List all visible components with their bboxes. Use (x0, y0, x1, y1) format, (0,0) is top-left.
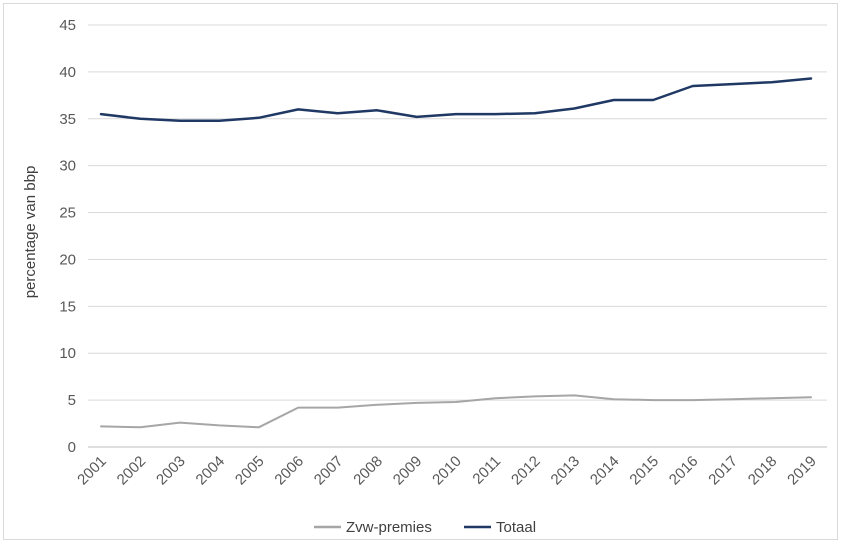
x-tick-label: 2005 (232, 453, 268, 489)
y-tick-label: 10 (59, 345, 76, 362)
gridlines (88, 24, 827, 448)
y-tick-label: 15 (59, 298, 76, 315)
x-tick-label: 2001 (74, 453, 110, 489)
y-tick-labels: 0 5 10 15 20 25 30 35 40 45 (59, 17, 76, 456)
y-tick-label: 40 (59, 64, 76, 81)
y-tick-label: 30 (59, 158, 76, 175)
x-tick-label: 2009 (390, 453, 426, 489)
series-line-totaal (99, 77, 813, 122)
y-tick-label: 0 (68, 439, 76, 456)
legend-label: Zvw-premies (346, 519, 432, 536)
x-tick-label: 2014 (587, 453, 623, 489)
y-tick-label: 25 (59, 205, 76, 222)
y-tick-label: 5 (68, 392, 76, 409)
y-tick-label: 20 (59, 251, 76, 268)
x-tick-label: 2012 (508, 453, 544, 489)
x-tick-label: 2016 (666, 453, 702, 489)
x-tick-label: 2002 (114, 453, 150, 489)
legend: Zvw-premies Totaal (314, 519, 536, 536)
y-axis-title: percentage van bbp (22, 166, 39, 299)
legend-label: Totaal (496, 519, 536, 536)
x-tick-label: 2013 (548, 453, 584, 489)
x-tick-label: 2010 (429, 453, 465, 489)
x-tick-label: 2019 (784, 453, 820, 489)
x-tick-label: 2015 (626, 453, 662, 489)
chart-frame (3, 3, 838, 540)
y-tick-label: 35 (59, 111, 76, 128)
x-tick-label: 2011 (469, 453, 504, 488)
x-tick-labels: 2001 2002 2003 2004 2005 2006 2007 2008 2009 2010… (74, 453, 820, 489)
x-tick-label: 2003 (153, 453, 189, 489)
x-tick-label: 2004 (193, 453, 229, 489)
x-tick-label: 2007 (311, 453, 347, 489)
series-lines (99, 77, 813, 429)
x-tick-label: 2008 (350, 453, 386, 489)
x-tick-label: 2018 (745, 453, 781, 489)
x-tick-label: 2006 (271, 453, 307, 489)
y-tick-label: 45 (59, 17, 76, 34)
x-tick-label: 2017 (705, 453, 741, 489)
series-line-zvw-premies (100, 394, 812, 429)
